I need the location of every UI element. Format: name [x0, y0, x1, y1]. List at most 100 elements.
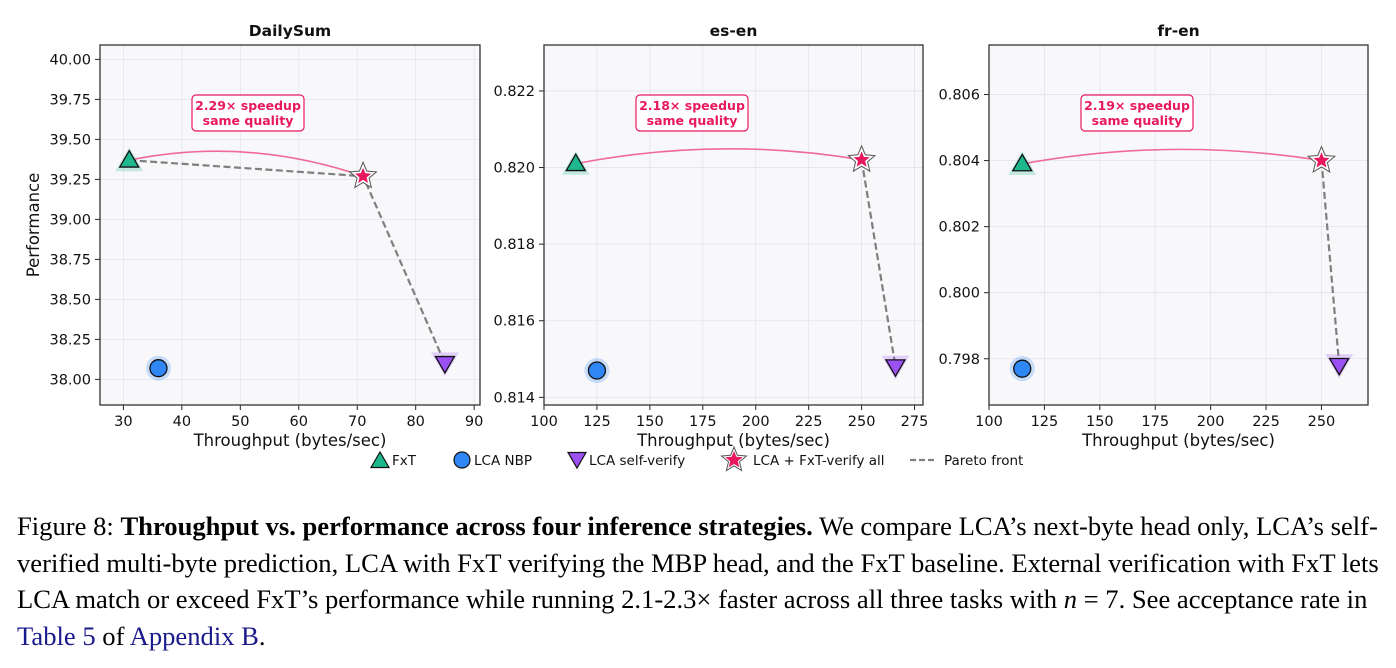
caption-variable: n: [1063, 584, 1077, 614]
plot-frame: [543, 44, 924, 406]
x-axis-label: Throughput (bytes/sec): [636, 431, 830, 450]
y-tick-label: 0.822: [493, 84, 535, 100]
x-tick-label: 175: [1141, 414, 1169, 430]
lca-self-verify-marker: [884, 359, 907, 378]
y-tick-label: 0.800: [938, 286, 980, 302]
figure-caption: Figure 8: Throughput vs. performance acr…: [17, 508, 1387, 654]
x-tick-label: 50: [231, 414, 249, 430]
annotation-line-1: 2.29× speedup: [195, 98, 301, 113]
x-tick-label: 125: [1031, 414, 1059, 430]
x-tick-label: 200: [742, 414, 770, 430]
lca-nbp-marker: [149, 359, 168, 378]
caption-text-4: .: [258, 620, 266, 651]
x-tick-label: 70: [348, 414, 366, 430]
pareto-front-line: [860, 159, 897, 367]
chart-panel-0: 30 40 50 60 70 80 90 38.00 38.25 38.50 38.75 39.00 3…: [24, 22, 483, 450]
data-point-lca-fxt-verify: [1306, 145, 1337, 173]
legend-item: LCA + FxT-verify all: [720, 445, 885, 472]
x-tick-label: 275: [901, 414, 929, 430]
y-tick-label: 0.802: [938, 220, 980, 236]
data-point-lca-self-verify: [1325, 354, 1354, 379]
x-tick-label: 225: [795, 414, 823, 430]
legend-lca-nbp-icon: [453, 451, 471, 469]
caption-label: Figure 8:: [17, 511, 114, 541]
lca-fxt-verify-marker: [352, 165, 374, 185]
data-point-fxt: [561, 150, 590, 175]
legend-fxt-icon: [369, 450, 391, 469]
data-point-fxt: [1008, 150, 1037, 175]
annotation-line-2: same quality: [1092, 113, 1183, 128]
y-tick-label: 0.814: [493, 390, 535, 406]
annotation-box: [191, 94, 305, 132]
speedup-arc: [1022, 148, 1322, 165]
legend-label: FxT: [392, 453, 417, 469]
y-tick-label: 39.25: [49, 172, 91, 188]
panel-title: fr-en: [1157, 22, 1199, 40]
data-point-fxt: [115, 147, 144, 172]
fxt-marker: [1011, 153, 1033, 172]
annotation-line-1: 2.18× speedup: [639, 98, 745, 113]
x-tick-label: 250: [848, 414, 876, 430]
x-tick-label: 60: [290, 414, 308, 430]
caption-text-3: of: [95, 620, 130, 651]
y-tick-label: 0.818: [493, 237, 535, 253]
annotation-box: [635, 94, 749, 132]
annotation-line-2: same quality: [203, 113, 294, 128]
x-tick-label: 40: [173, 414, 191, 430]
chart-panel-1: 100 125 150 175 200 225 250 275 0.814 0.816 0.818 0…: [493, 22, 928, 450]
legend-label: LCA NBP: [474, 453, 532, 469]
legend: FxT LCA NBP LCA self-verify LCA + FxT-verif…: [369, 445, 1023, 472]
x-tick-label: 80: [406, 414, 424, 430]
legend-item: FxT: [369, 450, 417, 469]
panel-title: es-en: [710, 22, 758, 40]
data-point-lca-nbp: [584, 358, 610, 384]
x-tick-label: 100: [530, 414, 558, 430]
lca-fxt-verify-marker: [851, 149, 872, 169]
legend-item: Pareto front: [910, 453, 1023, 469]
y-tick-label: 38.25: [49, 332, 91, 348]
caption-text-1: We compare LCA’s next-byte head only, LC…: [17, 511, 1379, 614]
y-tick-label: 38.00: [49, 372, 91, 388]
x-axis-label: Throughput (bytes/sec): [1081, 431, 1275, 450]
data-point-lca-self-verify: [430, 352, 459, 377]
x-tick-label: 100: [975, 414, 1003, 430]
y-tick-label: 0.798: [938, 352, 980, 368]
lca-self-verify-marker: [434, 355, 456, 375]
table-5-link[interactable]: Table 5: [17, 620, 96, 651]
fxt-marker: [565, 152, 587, 172]
y-tick-label: 39.00: [49, 212, 91, 228]
x-tick-label: 225: [1252, 414, 1280, 430]
lca-nbp-marker: [1013, 359, 1032, 378]
fxt-marker: [118, 149, 140, 168]
chart-panel-2: 100 125 150 175 200 225 250 0.798 0.800 0.802 0.80…: [938, 22, 1369, 450]
x-tick-label: 200: [1197, 414, 1225, 430]
y-tick-label: 0.806: [938, 88, 980, 104]
lca-nbp-marker: [587, 361, 607, 380]
y-axis-label: Performance: [24, 173, 43, 278]
x-tick-label: 175: [689, 414, 717, 430]
y-tick-label: 40.00: [49, 52, 91, 68]
legend-item: LCA NBP: [453, 451, 532, 469]
y-tick-label: 38.50: [49, 292, 91, 308]
legend-lca-self-verify-icon: [566, 451, 588, 470]
legend-label: Pareto front: [944, 453, 1023, 469]
data-point-lca-nbp: [145, 355, 171, 381]
legend-lca-fxt-verify-icon: [725, 451, 743, 468]
legend-label: LCA self-verify: [589, 453, 685, 469]
y-tick-label: 39.50: [49, 132, 91, 148]
pareto-front-line: [1320, 160, 1341, 366]
legend-label: LCA + FxT-verify all: [753, 453, 885, 469]
x-tick-label: 125: [583, 414, 611, 430]
x-tick-label: 30: [114, 414, 132, 430]
plot-frame: [988, 44, 1369, 406]
appendix-b-link[interactable]: Appendix B: [129, 620, 259, 651]
lca-self-verify-marker: [1328, 357, 1350, 377]
data-point-lca-fxt-verify: [348, 160, 378, 189]
y-tick-label: 0.804: [938, 154, 980, 170]
panel-title: DailySum: [249, 22, 331, 40]
x-tick-label: 150: [636, 414, 664, 430]
x-tick-label: 150: [1086, 414, 1114, 430]
x-tick-label: 90: [465, 414, 483, 430]
